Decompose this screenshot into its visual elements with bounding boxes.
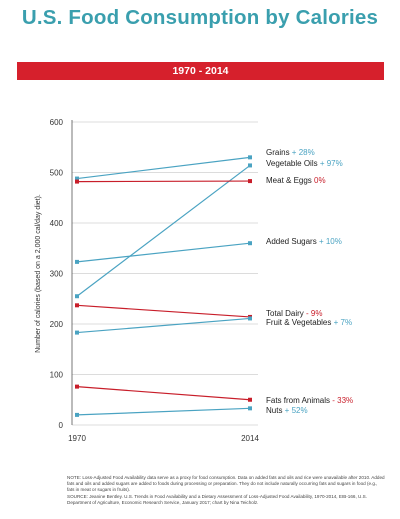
data-point <box>75 176 79 181</box>
y-tick-label: 100 <box>50 371 64 380</box>
series-label: Fats from Animals - 33% <box>266 396 353 405</box>
series-line <box>76 386 251 401</box>
data-point <box>248 163 252 168</box>
data-point <box>248 397 252 402</box>
data-point <box>75 294 79 299</box>
series-change: + 97% <box>320 159 343 168</box>
y-tick-label: 0 <box>59 421 64 430</box>
data-point <box>75 259 79 264</box>
series-change: + 10% <box>319 237 342 246</box>
chart-title: U.S. Food Consumption by Calories <box>21 6 379 29</box>
data-point <box>248 155 252 160</box>
data-point <box>75 330 79 335</box>
series-name: Added Sugars <box>266 237 319 246</box>
data-point <box>248 316 252 321</box>
series-line <box>76 304 251 318</box>
series-line <box>76 317 251 334</box>
data-point <box>248 179 252 184</box>
series-line <box>76 156 251 180</box>
data-point <box>75 179 79 184</box>
series-name: Nuts <box>266 406 285 415</box>
series-line <box>76 242 251 263</box>
period-band: 1970 - 2014 <box>17 62 384 80</box>
series-name: Vegetable Oils <box>266 159 320 168</box>
y-tick-label: 400 <box>50 219 64 228</box>
series-label: Nuts + 52% <box>266 406 308 415</box>
series-name: Fats from Animals <box>266 396 332 405</box>
series-change: + 28% <box>292 148 315 157</box>
series-name: Fruit & Vegetables <box>266 318 334 327</box>
series-line <box>76 164 251 297</box>
data-point <box>75 412 79 417</box>
series-change: 0% <box>314 176 326 185</box>
series-line <box>76 180 251 183</box>
series-label: Total Dairy - 9% <box>266 309 322 318</box>
data-point <box>75 303 79 308</box>
data-point <box>248 406 252 411</box>
series-name: Grains <box>266 148 292 157</box>
series-label: Vegetable Oils + 97% <box>266 159 343 168</box>
y-axis-label: Number of calories (based on a 2,000 cal… <box>35 194 42 353</box>
series-change: + 7% <box>334 318 352 327</box>
chart-source: SOURCE: Jeanine Bentley. U.S. Trends in … <box>67 494 367 505</box>
series-line <box>76 407 251 416</box>
series-label: Added Sugars + 10% <box>266 237 342 246</box>
series-change: - 9% <box>306 309 322 318</box>
x-tick-label: 2014 <box>241 434 259 443</box>
y-tick-label: 200 <box>50 320 64 329</box>
data-point <box>75 384 79 389</box>
series-name: Meat & Eggs <box>266 176 314 185</box>
chart-note: NOTE: Loss-Adjusted Food Availability da… <box>67 475 385 492</box>
series-name: Total Dairy <box>266 309 306 318</box>
series-change: + 52% <box>285 406 308 415</box>
series-label: Meat & Eggs 0% <box>266 176 326 185</box>
y-tick-label: 500 <box>50 169 64 178</box>
y-tick-label: 600 <box>50 118 64 127</box>
series-label: Grains + 28% <box>266 148 315 157</box>
series-label: Fruit & Vegetables + 7% <box>266 318 352 327</box>
data-point <box>248 241 252 246</box>
line-chart: 0 100 200 300 400 500 600 1970 2014 Number of cal… <box>35 118 353 443</box>
series-change: - 33% <box>332 396 353 405</box>
y-tick-label: 300 <box>50 270 64 279</box>
x-tick-label: 1970 <box>68 434 86 443</box>
